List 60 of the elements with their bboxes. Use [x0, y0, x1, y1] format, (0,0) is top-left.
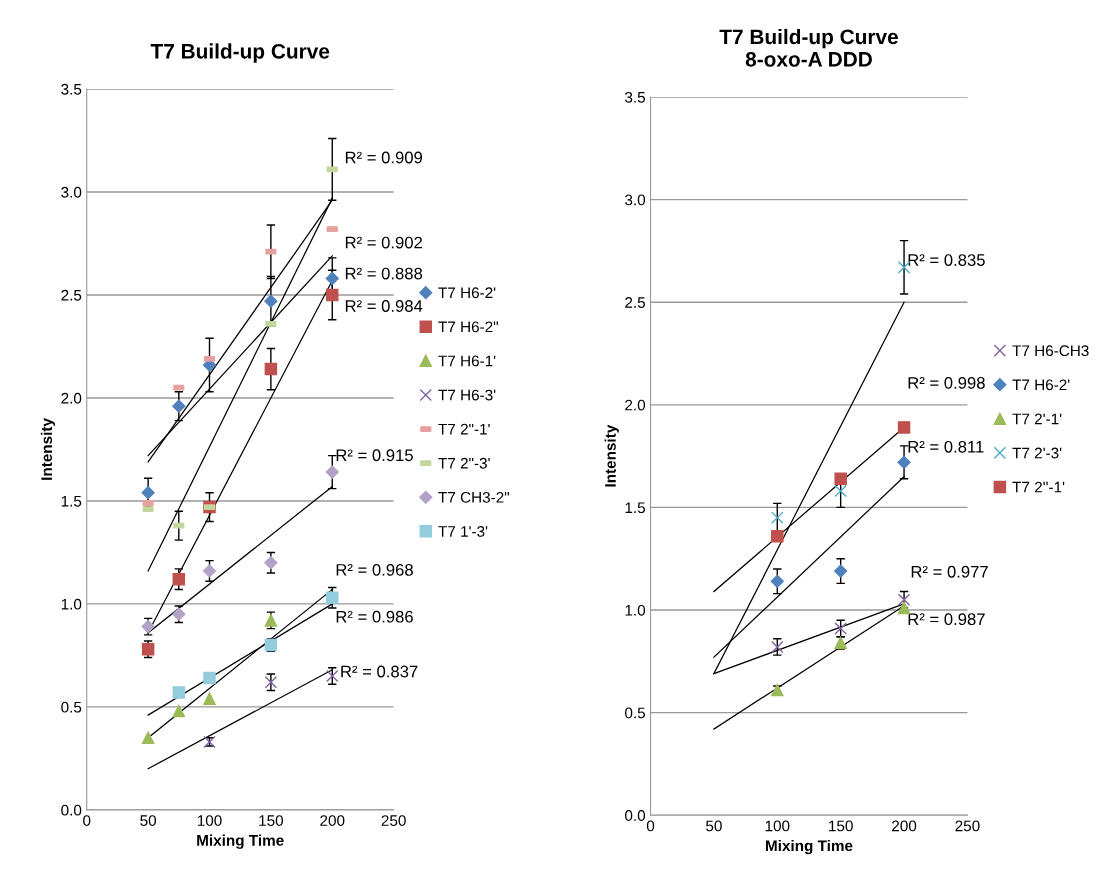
annotation: R² = 0.987 — [908, 613, 985, 626]
annotation: R² = 0.837 — [341, 665, 418, 678]
legend-label: T7 H6-2' — [438, 287, 496, 299]
y-tick-label: 1.0 — [625, 604, 646, 616]
annotation: R² = 0.915 — [336, 449, 413, 462]
chart-title: T7 Build-up Curve — [150, 43, 330, 63]
x-tick-label: 100 — [197, 815, 222, 826]
x-tick-label: 150 — [829, 820, 853, 832]
y-tick-label: 0.0 — [61, 804, 82, 816]
legend-label: T7 H6-2" — [438, 321, 498, 333]
x-axis-title: Mixing Time — [766, 839, 853, 855]
y-axis-title: Intensity — [604, 424, 619, 487]
annotation: R² = 0.835 — [908, 254, 985, 266]
x-tick-label: 200 — [892, 820, 917, 832]
y-tick-label: 0.0 — [625, 810, 646, 821]
x-tick-label: 50 — [140, 815, 157, 826]
annotation: R² = 0.984 — [345, 300, 423, 312]
x-axis-title: Mixing Time — [197, 834, 284, 849]
annotation: R² = 0.986 — [336, 610, 413, 623]
annotation: R² = 0.811 — [908, 440, 984, 453]
chart-title: T7 Build-up Curve 8-oxo-A DDD — [719, 28, 898, 67]
legend-label: T7 2'-1' — [1012, 413, 1062, 425]
legend-label: T7 2"-1' — [438, 423, 490, 435]
annotation: R² = 0.888 — [345, 267, 423, 280]
x-tick-label: 50 — [706, 820, 722, 832]
legend-label: T7 2"-3' — [438, 457, 490, 469]
legend-label: T7 1'-3' — [438, 526, 488, 537]
x-tick-label: 250 — [381, 815, 406, 826]
y-tick-label: 2.5 — [61, 289, 82, 301]
y-tick-label: 3.0 — [625, 194, 646, 206]
y-tick-label: 3.0 — [61, 186, 82, 198]
x-tick-label: 0 — [83, 815, 91, 826]
legend-label: T7 H6-1' — [438, 355, 496, 367]
legend-label: T7 H6-2' — [1012, 379, 1070, 391]
y-tick-label: 1.0 — [61, 598, 82, 610]
legend-label: T7 H6-3' — [438, 389, 496, 401]
x-tick-label: 150 — [259, 815, 284, 826]
annotation: R² = 0.909 — [345, 151, 423, 164]
legend-label: T7 2''-1' — [1012, 481, 1065, 493]
annotation: R² = 0.902 — [345, 236, 422, 249]
y-tick-label: 1.5 — [625, 502, 646, 514]
y-tick-label: 0.5 — [61, 701, 82, 713]
y-tick-label: 2.5 — [625, 297, 646, 308]
legend-label: T7 CH3-2" — [438, 491, 509, 503]
legend-label: T7 H6-CH3 — [1012, 345, 1089, 357]
y-tick-label: 0.5 — [625, 707, 646, 719]
y-axis-title: Intensity — [40, 418, 56, 480]
annotation: R² = 0.998 — [908, 376, 985, 389]
legend-label: T7 2'-3' — [1012, 447, 1062, 459]
x-tick-label: 0 — [646, 820, 655, 832]
y-tick-label: 2.0 — [625, 399, 646, 411]
annotation: R² = 0.977 — [911, 565, 988, 578]
y-tick-label: 3.5 — [61, 83, 82, 95]
annotation: R² = 0.968 — [336, 563, 413, 576]
y-tick-label: 2.0 — [61, 392, 82, 404]
x-tick-label: 200 — [320, 815, 345, 826]
x-tick-label: 100 — [765, 820, 790, 832]
y-tick-label: 3.5 — [625, 91, 646, 103]
x-tick-label: 250 — [955, 820, 980, 832]
y-tick-label: 1.5 — [61, 495, 82, 507]
